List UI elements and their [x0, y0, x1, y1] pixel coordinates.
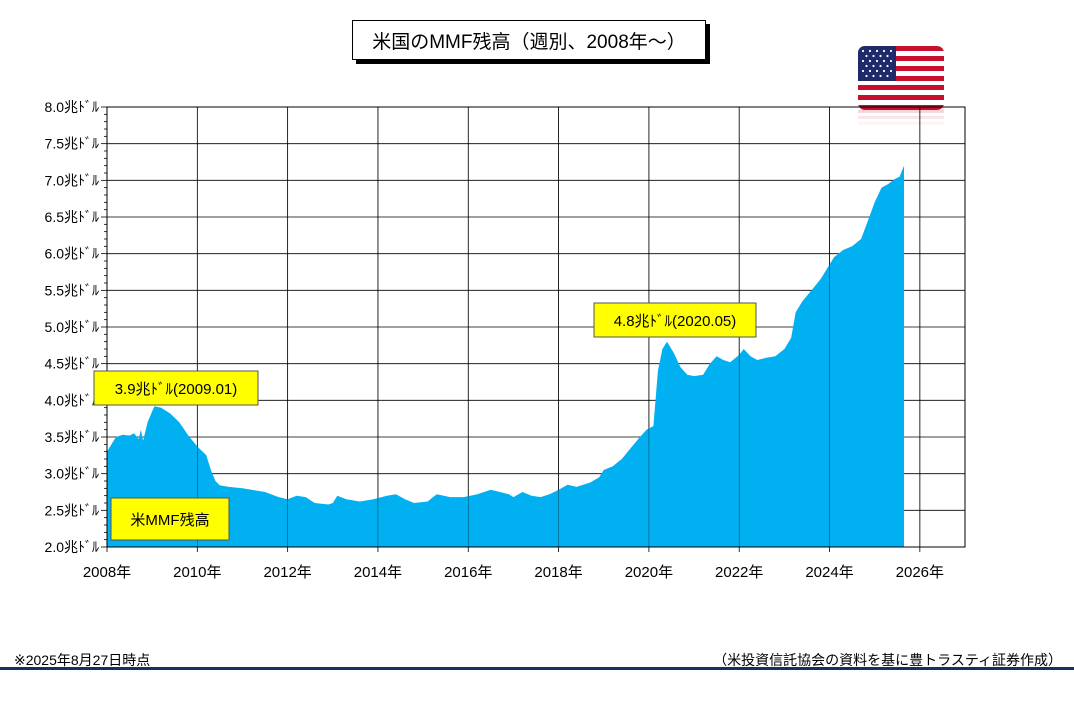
source-note: （米投資信託協会の資料を基に豊トラスティ証券作成） [713, 652, 1062, 668]
y-tick-label: 2.5兆ﾄﾞﾙ [45, 502, 99, 518]
mmf-balance-chart: 2.0兆ﾄﾞﾙ 2.5兆ﾄﾞﾙ 3.0兆ﾄﾞﾙ 3.5兆ﾄﾞﾙ 4.0兆ﾄﾞﾙ 4.5兆ﾄ… [45, 99, 966, 581]
x-tick-label: 2016年 [444, 564, 492, 581]
y-tick-label: 4.5兆ﾄﾞﾙ [45, 356, 99, 372]
chart-title: 米国のMMF残高（週別、2008年〜） [352, 20, 706, 60]
x-tick-label: 2008年 [83, 564, 131, 581]
y-tick-label: 4.0兆ﾄﾞﾙ [45, 392, 99, 408]
peak-callout-box [93, 370, 259, 406]
y-tick-label: 5.5兆ﾄﾞﾙ [45, 282, 99, 298]
mmf-balance-area [107, 165, 904, 547]
y-tick-label: 6.0兆ﾄﾞﾙ [45, 246, 99, 262]
peak-callout-label: 3.9兆ﾄﾞﾙ(2009.01) [115, 381, 238, 398]
y-tick-label: 7.5兆ﾄﾞﾙ [45, 136, 99, 152]
peak-callout-box [593, 302, 757, 338]
y-tick-label: 6.5兆ﾄﾞﾙ [45, 209, 99, 225]
x-axis-ticks: 2008年 2010年 2012年 2014年 2016年 2018年 2020年 2022年… [83, 547, 944, 581]
x-tick-label: 2018年 [534, 564, 582, 581]
footer-rule [0, 667, 1074, 670]
peak-callout-label: 4.8兆ﾄﾞﾙ(2020.05) [614, 313, 737, 330]
callouts: 3.9兆ﾄﾞﾙ(2009.01) 4.8兆ﾄﾞﾙ(2020.05) [93, 302, 757, 406]
y-axis-ticks: 2.0兆ﾄﾞﾙ 2.5兆ﾄﾞﾙ 3.0兆ﾄﾞﾙ 3.5兆ﾄﾞﾙ 4.0兆ﾄﾞﾙ 4.5兆ﾄ… [45, 99, 107, 555]
y-tick-label: 8.0兆ﾄﾞﾙ [45, 99, 99, 115]
y-tick-label: 3.0兆ﾄﾞﾙ [45, 466, 99, 482]
x-tick-label: 2024年 [805, 564, 853, 581]
legend-box [110, 497, 230, 541]
x-tick-label: 2026年 [896, 564, 944, 581]
legend: 米MMF残高 [110, 497, 230, 541]
x-tick-label: 2012年 [263, 564, 311, 581]
x-tick-label: 2022年 [715, 564, 763, 581]
y-tick-label: 2.0兆ﾄﾞﾙ [45, 539, 99, 555]
data-date-note: ※2025年8月27日時点 [14, 652, 151, 668]
y-tick-label: 5.0兆ﾄﾞﾙ [45, 319, 99, 335]
x-tick-label: 2010年 [173, 564, 221, 581]
flag-reflection [858, 110, 944, 128]
legend-label: 米MMF残高 [130, 512, 209, 529]
y-tick-label: 3.5兆ﾄﾞﾙ [45, 429, 99, 445]
y-tick-label: 7.0兆ﾄﾞﾙ [45, 172, 99, 188]
x-tick-label: 2014年 [354, 564, 402, 581]
x-tick-label: 2020年 [625, 564, 673, 581]
